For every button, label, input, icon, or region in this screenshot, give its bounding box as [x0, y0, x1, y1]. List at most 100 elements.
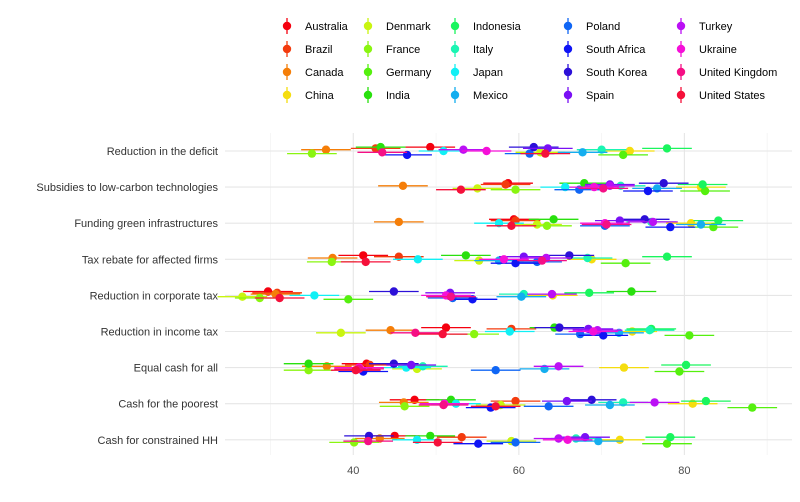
- legend-item-united-states: United States: [676, 87, 766, 103]
- legend-label: Denmark: [386, 21, 431, 33]
- data-point: [554, 362, 563, 371]
- x-tick-labels: 40 60 80: [347, 465, 690, 477]
- series-indonesia: [564, 144, 744, 442]
- legend-item-france: France: [363, 41, 420, 57]
- data-point: [304, 359, 313, 368]
- legend-item-china: China: [282, 87, 335, 103]
- data-point: [517, 292, 526, 301]
- data-point: [666, 433, 675, 442]
- data-point: [511, 438, 520, 447]
- data-point: [491, 366, 500, 375]
- data-point: [578, 148, 587, 157]
- category-label: Reduction in income tax: [101, 327, 219, 339]
- x-tick-label: 40: [347, 465, 359, 477]
- data-point: [714, 216, 723, 225]
- legend-item-denmark: Denmark: [363, 18, 431, 34]
- data-point: [547, 289, 557, 299]
- data-point: [544, 402, 553, 411]
- legend-item-brazil: Brazil: [282, 41, 333, 57]
- legend-label: Brazil: [305, 44, 333, 56]
- legend-item-mexico: Mexico: [450, 87, 508, 103]
- data-point: [541, 149, 550, 158]
- series-india: [283, 142, 657, 441]
- legend-key-point: [363, 21, 373, 31]
- legend-item-ukraine: Ukraine: [676, 41, 737, 57]
- legend-item-indonesia: Indonesia: [450, 18, 522, 34]
- legend-item-united-kingdom: United Kingdom: [676, 64, 777, 80]
- data-point: [696, 220, 706, 229]
- category-label: Cash for the poorest: [118, 399, 218, 411]
- data-point: [542, 221, 552, 230]
- legend-label: Canada: [305, 67, 344, 79]
- data-point: [473, 184, 482, 193]
- series-united-kingdom: [334, 148, 632, 446]
- legend-item-australia: Australia: [282, 18, 349, 34]
- legend-item-spain: Spain: [563, 87, 614, 103]
- legend-label: Poland: [586, 21, 620, 33]
- legend-key-point: [282, 21, 292, 31]
- legend-key-point: [676, 90, 686, 100]
- data-point: [426, 431, 435, 441]
- data-point: [349, 438, 359, 447]
- data-point: [411, 328, 420, 337]
- legend-label: India: [386, 90, 411, 102]
- data-point: [650, 398, 659, 407]
- legend-item-germany: Germany: [363, 64, 432, 80]
- data-point: [537, 256, 547, 265]
- data-point: [378, 148, 387, 157]
- data-point: [701, 396, 711, 406]
- category-label: Equal cash for all: [134, 363, 218, 375]
- data-point: [748, 403, 757, 412]
- data-point: [645, 326, 654, 335]
- legend-item-italy: Italy: [450, 41, 494, 57]
- legend-label: South Africa: [586, 44, 646, 56]
- legend-key-point: [282, 44, 292, 54]
- category-label: Subsidies to low-carbon technologies: [36, 182, 218, 194]
- data-point: [433, 438, 442, 447]
- data-point: [615, 435, 625, 444]
- data-point: [619, 363, 629, 372]
- data-point: [643, 186, 653, 196]
- data-point: [685, 331, 694, 340]
- legend-key-point: [450, 67, 460, 77]
- data-point: [532, 220, 542, 229]
- x-tick-label: 80: [678, 465, 690, 477]
- data-point: [662, 252, 672, 261]
- category-label: Tax rebate for affected firms: [82, 254, 219, 266]
- data-point: [398, 181, 408, 190]
- legend-item-turkey: Turkey: [676, 18, 733, 34]
- category-labels: Reduction in the deficit Subsidies to low…: [36, 146, 218, 447]
- data-point: [563, 435, 572, 444]
- legend-key-point: [676, 44, 686, 54]
- legend-label: China: [305, 90, 335, 102]
- data-point: [439, 146, 448, 156]
- data-point: [275, 293, 284, 303]
- legend: Australia Brazil Canada China Denmark France G…: [282, 18, 777, 103]
- data-point: [456, 185, 466, 194]
- data-point: [344, 295, 353, 304]
- legend-label: Japan: [473, 67, 503, 79]
- data-point: [700, 186, 710, 196]
- data-point: [589, 182, 599, 192]
- series-germany: [323, 150, 778, 448]
- data-point: [698, 180, 707, 189]
- data-point: [361, 257, 370, 267]
- data-point: [307, 149, 317, 158]
- data-point: [327, 257, 336, 267]
- data-point: [549, 215, 558, 224]
- legend-item-japan: Japan: [450, 64, 503, 80]
- series-united-states: [254, 149, 571, 447]
- data-point: [238, 292, 247, 301]
- data-point: [602, 220, 611, 229]
- data-point: [413, 255, 423, 264]
- data-point: [507, 221, 516, 230]
- data-point: [587, 395, 596, 404]
- data-point: [659, 179, 668, 188]
- category-label: Reduction in corporate tax: [90, 290, 219, 302]
- legend-key-point: [450, 21, 460, 31]
- data-point: [599, 331, 608, 340]
- legend-label: Spain: [586, 90, 614, 102]
- data-point: [585, 288, 594, 297]
- legend-label: Mexico: [473, 90, 508, 102]
- data-point: [439, 400, 448, 410]
